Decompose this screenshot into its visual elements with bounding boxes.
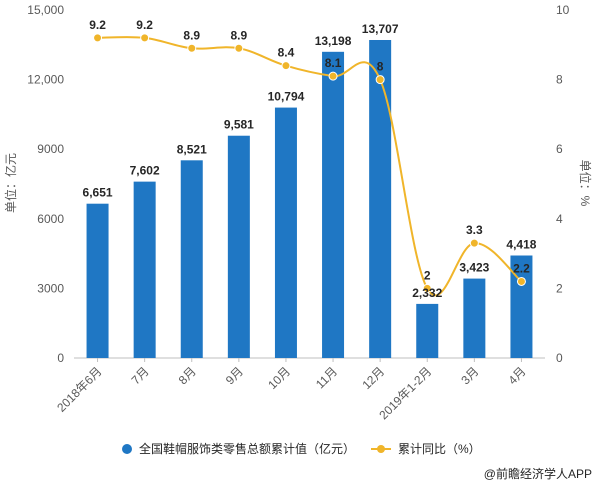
left-tick-label: 6000 (37, 212, 64, 226)
x-tick-label: 11月 (313, 364, 340, 391)
right-tick-label: 0 (556, 351, 563, 365)
bar (416, 303, 439, 358)
legend: 全国鞋帽服饰类零售总额累计值（亿元） 累计同比（%） (122, 441, 481, 456)
bar (86, 203, 109, 358)
bar-data-label: 13,707 (362, 22, 399, 36)
right-axis-title: 单位：% (578, 160, 593, 207)
bar (463, 278, 486, 358)
line-data-label: 9.2 (89, 18, 106, 32)
right-tick-label: 2 (556, 281, 563, 295)
line-point (140, 33, 150, 43)
bar-data-label: 13,198 (315, 34, 352, 48)
bar-series (86, 39, 533, 359)
line-point (422, 283, 432, 293)
left-tick-label: 12,000 (27, 73, 64, 87)
bar-data-label: 10,794 (268, 90, 305, 104)
line-point (469, 238, 479, 248)
right-tick-label: 6 (556, 142, 563, 156)
line-series (93, 33, 526, 297)
bar (369, 39, 392, 359)
line-data-label: 3.3 (466, 223, 483, 237)
left-tick-label: 0 (57, 351, 64, 365)
bar-data-label: 2,332 (412, 286, 442, 300)
line-data-label: 8.4 (278, 46, 295, 60)
x-tick-label: 4月 (505, 364, 528, 387)
bar-data-label: 8,521 (177, 142, 207, 156)
left-tick-label: 9000 (37, 142, 64, 156)
bar (274, 107, 297, 359)
line-point (234, 43, 244, 53)
bar (227, 135, 250, 358)
right-tick-label: 4 (556, 212, 563, 226)
bar-data-label: 9,581 (224, 118, 254, 132)
left-tick-label: 3000 (37, 281, 64, 295)
line-data-label: 2.2 (513, 261, 530, 275)
x-tick-label: 12月 (359, 364, 387, 392)
bar (180, 160, 203, 358)
legend-item-line: 累计同比（%） (371, 442, 481, 456)
line-data-label: 8.1 (325, 56, 342, 70)
line-point (187, 43, 197, 53)
line-data-label: 9.2 (136, 18, 153, 32)
line-point (281, 61, 291, 71)
source-credit: @前瞻经济学人APP (484, 466, 592, 481)
line-point (328, 71, 338, 81)
legend-line-marker (377, 445, 385, 453)
legend-bar-label: 全国鞋帽服饰类零售总额累计值（亿元） (139, 441, 355, 456)
bar (133, 181, 156, 358)
line-point (516, 276, 526, 286)
bar-data-label: 3,423 (459, 261, 489, 275)
x-tick-label: 9月 (223, 364, 246, 387)
legend-line-label: 累计同比（%） (398, 442, 481, 456)
x-tick-label: 10月 (265, 364, 293, 392)
bar (510, 255, 533, 358)
line-data-label: 8.9 (183, 28, 200, 42)
x-tick-label: 7月 (129, 364, 152, 387)
line-data-label: 8.9 (231, 28, 248, 42)
x-tick-label: 8月 (176, 364, 199, 387)
right-axis-ticks: 0 2 4 6 8 10 (556, 3, 570, 365)
left-tick-label: 15,000 (27, 3, 64, 17)
line-data-labels: 9.2 9.2 8.9 8.9 8.4 8.1 8 2 3.3 2.2 (89, 18, 530, 283)
bar (322, 51, 345, 359)
line-path (97, 36, 523, 297)
line-data-label: 8 (377, 60, 384, 74)
left-axis-title: 单位：亿元 (3, 153, 18, 213)
right-tick-label: 8 (556, 73, 563, 87)
bar-data-labels: 6,651 7,602 8,521 9,581 10,794 13,198 13,707 2,… (83, 22, 537, 300)
line-point (93, 33, 103, 43)
x-tick-label: 3月 (458, 364, 481, 387)
x-tick-label: 2018年6月 (54, 364, 104, 414)
legend-item-bar: 全国鞋帽服饰类零售总额累计值（亿元） (122, 441, 355, 456)
bar-data-label: 7,602 (130, 164, 160, 178)
bar-data-label: 4,418 (506, 238, 536, 252)
bar-data-label: 6,651 (83, 186, 113, 200)
line-point (375, 75, 385, 85)
line-data-label: 2 (424, 268, 431, 282)
right-tick-label: 10 (556, 3, 570, 17)
legend-bar-marker (122, 444, 132, 454)
left-axis-ticks: 0 3000 6000 9000 12,000 15,000 (27, 3, 64, 365)
